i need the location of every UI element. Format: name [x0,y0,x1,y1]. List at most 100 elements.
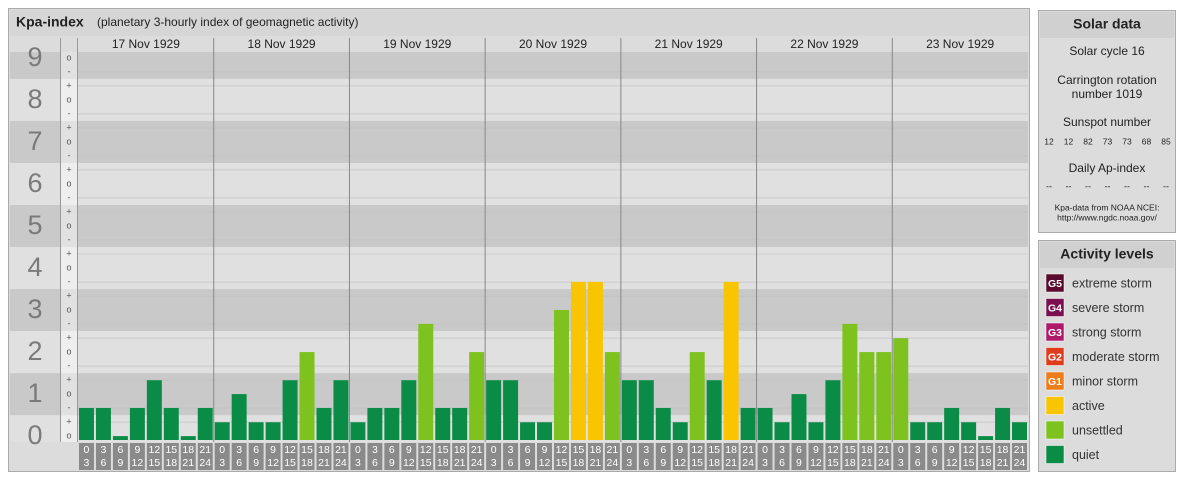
hour-start: 9 [270,444,276,456]
hour-end: 21 [318,457,330,469]
hour-end: 18 [980,457,992,469]
legend-swatch [1045,445,1065,464]
legend-label: quiet [1072,448,1100,462]
hour-end: 6 [915,457,921,469]
hour-end: 15 [284,457,296,469]
bar [197,407,213,440]
bar [554,310,569,440]
ap-value: -- [1144,181,1150,191]
hour-box [248,443,264,470]
bar [401,380,417,440]
hour-start: 21 [607,444,619,456]
hour-start: 6 [932,444,938,456]
hour-start: 6 [525,444,531,456]
bar [520,422,536,440]
solar-title: Solar data [1073,16,1141,32]
source: Kpa-data from NOAA NCEI: [1055,202,1160,212]
minor-mark: + [66,374,71,384]
hour-start: 9 [542,444,548,456]
hour-box [740,443,756,470]
hour-start: 18 [997,444,1009,456]
bar [859,352,875,440]
hour-box [723,443,739,470]
y-tick-label: 5 [27,210,42,240]
band [10,289,1028,332]
hour-start: 18 [454,444,466,456]
hour-end: 3 [355,457,361,469]
y-tick-label: 6 [27,168,42,198]
hour-box [520,443,536,470]
hour-box [621,443,637,470]
hour-end: 24 [335,457,347,469]
minor-mark: + [66,80,71,90]
hour-end: 9 [117,457,123,469]
band [10,247,1028,290]
hour-box [418,443,434,470]
hour-start: 6 [660,444,666,456]
hour-end: 12 [810,457,822,469]
hour-end: 12 [539,457,551,469]
hour-end: 15 [827,457,839,469]
legend-label: strong storm [1072,325,1141,339]
band [10,78,1028,121]
bar [537,422,552,440]
bar [774,422,790,440]
hour-box [299,443,315,470]
ap-value: -- [1124,181,1130,191]
hour-start: 15 [844,444,856,456]
hour-box [350,443,366,470]
hour-box [401,443,417,470]
bar [791,394,807,440]
carrington: Carrington rotation [1057,73,1156,87]
hour-start: 12 [556,444,568,456]
bar [469,352,485,440]
minor-mark: - [68,360,71,370]
bar [316,407,332,440]
minor-mark: o [66,346,71,356]
band [10,415,1028,442]
hour-box [944,443,960,470]
chart-subtitle: (planetary 3-hourly index of geomagnetic… [97,15,358,29]
legend-badge: G2 [1048,351,1062,363]
hour-box [112,443,128,470]
hour-start: 9 [813,444,819,456]
minor-mark: + [66,122,71,132]
legend-swatch [1045,371,1065,391]
bar [876,352,892,440]
hour-end: 6 [508,457,514,469]
y-tick-label: 2 [27,336,42,366]
hour-box [180,443,196,470]
hour-end: 3 [219,457,225,469]
y-tick-label: 7 [27,126,42,156]
y-tick-label: 8 [27,84,42,114]
minor-mark: + [66,206,71,216]
hour-box [214,443,230,470]
legend-swatch [1045,347,1065,366]
bar [655,407,671,440]
minor-mark: - [68,276,71,286]
bar [418,323,434,440]
hour-start: 6 [253,444,259,456]
hour-end: 9 [796,457,802,469]
hour-start: 18 [861,444,873,456]
hour-start: 0 [219,444,225,456]
hour-box [689,443,705,470]
y-tick-label: 3 [27,294,42,324]
legend-label: extreme storm [1072,276,1152,290]
hour-end: 6 [372,457,378,469]
hour-start: 3 [508,444,514,456]
bar [282,380,298,440]
hour-end: 3 [84,457,90,469]
hour-box [367,443,383,470]
minor-mark: o [66,52,71,62]
hour-end: 15 [420,457,432,469]
hour-end: 3 [762,457,768,469]
bar [146,380,162,440]
hour-box [163,443,179,470]
bar [350,422,366,440]
hour-end: 12 [132,457,144,469]
day-label: 20 Nov 1929 [519,37,587,51]
hour-start: 15 [708,444,720,456]
sunspot-number: 82 [1083,136,1093,146]
